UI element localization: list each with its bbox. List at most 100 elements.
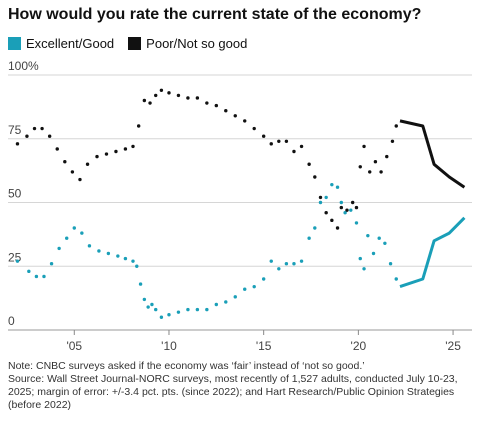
poor-not-so-good-point-29 (252, 126, 256, 131)
poor-not-so-good-point-47 (362, 144, 366, 149)
poor-not-so-good-point-10 (95, 154, 99, 159)
excellent-good-point-45 (343, 211, 347, 215)
excellent-good-point-21 (159, 315, 164, 319)
poor-not-so-good-point-31 (269, 142, 273, 146)
excellent-good-point-13 (123, 256, 128, 261)
excellent-good-point-2 (34, 274, 39, 279)
poor-not-so-good-point-36 (307, 162, 311, 166)
poor-not-so-good-point-26 (224, 109, 228, 113)
x-tick-label-2020: '20 (351, 339, 367, 353)
poor-not-so-good-point-53 (394, 124, 398, 128)
legend-label-excellent-good: Excellent/Good (26, 36, 115, 51)
chart-notes: Note: CNBC surveys asked if the economy … (8, 360, 470, 412)
excellent-good-point-48 (358, 256, 362, 261)
poor-not-so-good-point-12 (114, 149, 118, 154)
poor-not-so-good-point-41 (335, 226, 340, 230)
poor-not-so-good-point-25 (214, 103, 219, 108)
excellent-good-point-25 (195, 307, 200, 312)
poor-not-so-good-point-33 (284, 139, 289, 143)
excellent-good-point-39 (313, 226, 317, 230)
poor-not-so-good-point-50 (379, 170, 383, 174)
source-text: Source: Wall Street Journal-NORC surveys… (8, 373, 458, 411)
excellent-good-point-6 (65, 236, 69, 240)
excellent-good-point-20 (154, 307, 158, 312)
poor-not-so-good-point-24 (205, 101, 209, 105)
excellent-good-point-9 (87, 244, 92, 248)
poor-not-so-good-point-3 (40, 126, 44, 131)
poor-not-so-good-point-20 (167, 91, 171, 95)
poor-not-so-good-point-42 (339, 205, 344, 210)
excellent-good-point-5 (57, 246, 61, 251)
poor-not-so-good-point-15 (136, 124, 141, 128)
poor-not-so-good-line (399, 119, 466, 189)
poor-not-so-good-point-16 (142, 98, 147, 103)
poor-not-so-good-point-49 (373, 160, 378, 164)
poor-not-so-good-point-5 (55, 147, 59, 151)
poor-not-so-good-point-22 (186, 96, 190, 100)
excellent-good-point-40 (318, 200, 323, 205)
y-tick-label-25: 25 (8, 250, 22, 264)
excellent-good-point-52 (377, 236, 381, 240)
excellent-good-point-53 (383, 241, 387, 245)
x-tick-label-2025: '25 (445, 339, 461, 353)
x-tick-label-2005: '05 (66, 339, 82, 353)
excellent-good-point-31 (252, 284, 256, 289)
x-tick-label-2010: '10 (161, 339, 177, 353)
poor-not-so-good-point-28 (243, 119, 247, 123)
excellent-good-point-7 (72, 226, 76, 230)
y-tick-label-100: 100% (8, 59, 39, 73)
excellent-good-point-27 (214, 302, 219, 307)
y-tick-label-0: 0 (8, 314, 15, 328)
excellent-good-point-23 (176, 310, 181, 314)
excellent-good-point-47 (354, 221, 359, 225)
poor-not-so-good-point-45 (354, 205, 359, 210)
excellent-good-point-49 (362, 267, 366, 271)
excellent-good-point-32 (261, 277, 266, 281)
excellent-good-point-0 (15, 259, 20, 263)
excellent-good-point-55 (394, 277, 398, 281)
poor-not-so-good-point-19 (159, 88, 164, 93)
excellent-good-point-37 (299, 259, 304, 263)
poor-not-so-good-point-14 (131, 144, 135, 149)
poor-not-so-good-point-48 (368, 170, 372, 174)
legend-swatch-poor-not-so-good (128, 37, 142, 50)
poor-not-so-good-point-0 (15, 142, 20, 146)
excellent-good-point-26 (205, 307, 209, 312)
excellent-good-point-11 (106, 251, 111, 256)
excellent-good-point-33 (269, 259, 273, 263)
poor-not-so-good-point-23 (195, 96, 200, 100)
excellent-good-point-1 (27, 269, 31, 274)
poor-not-so-good-point-27 (233, 114, 237, 118)
poor-not-so-good-point-46 (358, 165, 362, 169)
excellent-good-point-3 (42, 274, 46, 279)
excellent-good-point-36 (292, 262, 296, 266)
poor-not-so-good-point-2 (32, 126, 37, 131)
poor-not-so-good-point-4 (47, 134, 52, 138)
legend: Excellent/Good Poor/Not so good (8, 36, 261, 51)
poor-not-so-good-point-37 (313, 175, 317, 179)
excellent-good-point-34 (277, 267, 281, 271)
excellent-good-point-24 (186, 307, 190, 312)
line-chart: 0 25 50 75 100% '05 '10 '15 '20 '25 (8, 59, 472, 353)
y-tick-label-75: 75 (8, 123, 22, 137)
excellent-good-point-12 (116, 254, 120, 258)
excellent-good-point-43 (335, 185, 340, 189)
excellent-good-point-10 (97, 249, 101, 253)
legend-item-excellent-good: Excellent/Good (8, 36, 114, 51)
poor-not-so-good-point-9 (85, 162, 90, 166)
poor-not-so-good-point-8 (78, 177, 82, 182)
excellent-good-point-28 (224, 300, 228, 304)
poor-not-so-good-point-43 (345, 208, 349, 212)
excellent-good-point-42 (330, 182, 334, 187)
excellent-good-point-46 (349, 208, 353, 212)
excellent-good-point-29 (233, 295, 237, 299)
poor-not-so-good-point-17 (148, 101, 152, 105)
excellent-good-point-51 (371, 251, 376, 256)
excellent-good-point-14 (131, 259, 135, 263)
poor-not-so-good-point-7 (70, 170, 75, 174)
poor-not-so-good-point-44 (350, 200, 355, 205)
poor-not-so-good-point-18 (154, 93, 158, 98)
excellent-good-point-22 (167, 313, 171, 317)
excellent-good-point-30 (243, 287, 247, 291)
excellent-good-point-17 (142, 297, 147, 302)
